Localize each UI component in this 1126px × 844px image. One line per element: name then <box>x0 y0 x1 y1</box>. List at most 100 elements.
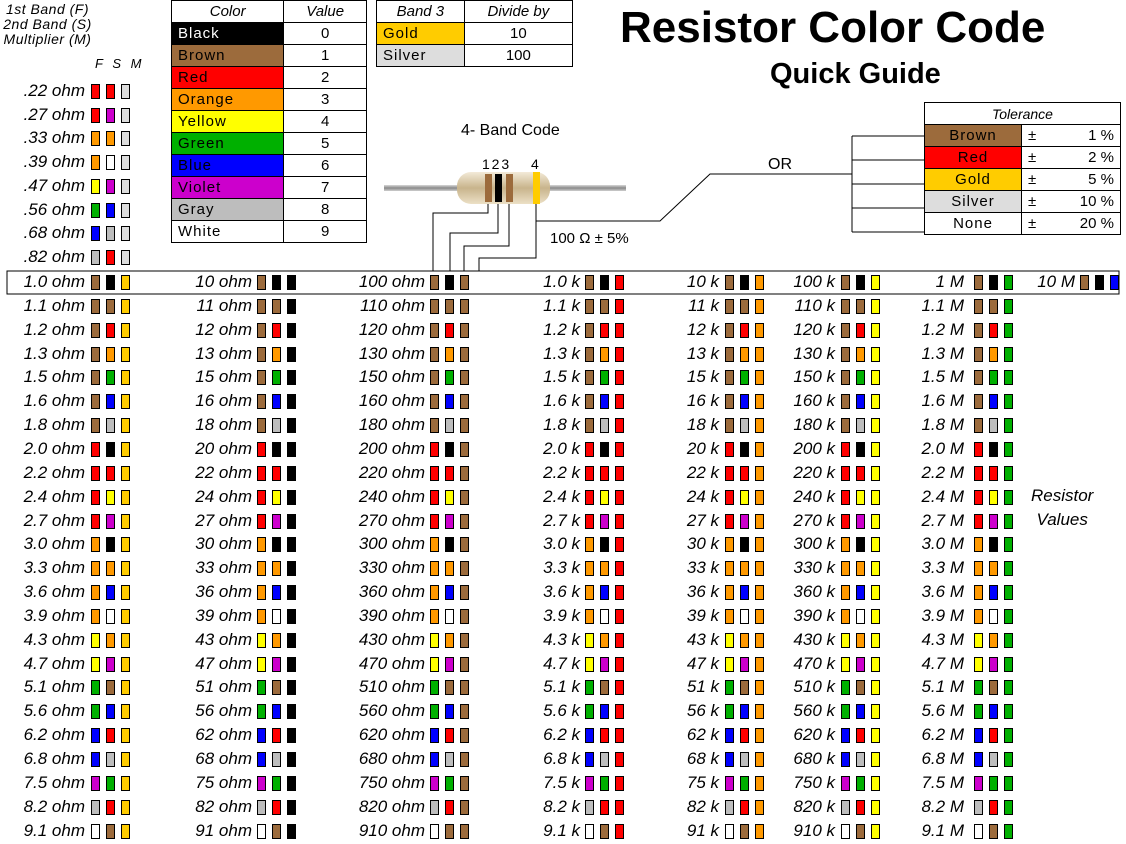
color-band-swatch <box>106 680 115 695</box>
tolerance-row-none: None ±20 % <box>924 212 1121 235</box>
value-label: 9.1 M <box>921 821 964 840</box>
value-label: 1.8 ohm <box>23 415 85 434</box>
color-header: Color <box>170 0 285 23</box>
color-band-swatch <box>287 490 296 505</box>
color-band-swatch <box>989 561 998 576</box>
color-band-swatch <box>989 585 998 600</box>
color-band-swatch <box>725 680 734 695</box>
color-band-swatch <box>856 418 865 433</box>
color-band-swatch <box>974 752 983 767</box>
value-label: 6.8 ohm <box>23 749 85 768</box>
value-label: 330 k <box>793 558 835 577</box>
value-label: 3.0 k <box>543 534 580 553</box>
color-band-swatch <box>121 657 130 672</box>
value-label: 820 k <box>793 797 835 816</box>
color-band-swatch <box>974 728 983 743</box>
color-band-swatch <box>585 680 594 695</box>
value-label: .39 ohm <box>23 152 85 172</box>
color-band-swatch <box>871 537 880 552</box>
color-band-swatch <box>740 752 749 767</box>
color-band-swatch <box>272 442 281 457</box>
color-band-swatch <box>91 394 100 409</box>
value-label: 20 ohm <box>195 439 252 458</box>
color-band-swatch <box>1004 275 1013 290</box>
color-band-swatch <box>740 680 749 695</box>
color-band-swatch <box>287 347 296 362</box>
color-band-swatch <box>91 728 100 743</box>
value-label: 82 k <box>686 797 719 816</box>
color-band-swatch <box>856 394 865 409</box>
color-band-swatch <box>615 514 624 529</box>
color-band-swatch <box>272 752 281 767</box>
color-band-swatch <box>272 394 281 409</box>
color-band-swatch <box>287 633 296 648</box>
color-band-swatch <box>871 323 880 338</box>
color-band-swatch <box>989 466 998 481</box>
color-band-swatch <box>600 704 609 719</box>
color-band-swatch <box>460 347 469 362</box>
color-band-swatch <box>600 394 609 409</box>
color-band-swatch <box>272 680 281 695</box>
color-name-cell: Orange <box>170 88 285 111</box>
value-label: 15 k <box>686 367 719 386</box>
color-band-swatch <box>272 299 281 314</box>
color-band-swatch <box>287 514 296 529</box>
value-label: 4.7 k <box>543 654 580 673</box>
color-band-swatch <box>106 752 115 767</box>
value-label: 110 ohm <box>360 296 425 315</box>
color-band-swatch <box>445 824 454 839</box>
value-label: 2.0 k <box>543 439 580 458</box>
tolerance-header: Tolerance <box>924 102 1121 125</box>
value-label: 200 ohm <box>358 439 425 458</box>
color-band-swatch <box>856 776 865 791</box>
color-band-swatch <box>856 824 865 839</box>
color-band-swatch <box>856 633 865 648</box>
value-label: 430 k <box>793 630 835 649</box>
value-label: 47 ohm <box>195 654 252 673</box>
value-label: 91 k <box>686 821 719 840</box>
color-band-swatch <box>755 490 764 505</box>
color-band-swatch <box>841 490 850 505</box>
color-band-swatch <box>91 776 100 791</box>
value-label: 220 k <box>793 463 835 482</box>
color-band-swatch <box>1004 514 1013 529</box>
color-band-swatch <box>445 323 454 338</box>
value-label: 5.6 k <box>543 701 580 720</box>
color-band-swatch <box>445 370 454 385</box>
color-band-swatch <box>725 490 734 505</box>
color-band-swatch <box>106 394 115 409</box>
side-label-line1: Resistor <box>1031 486 1094 505</box>
value-label: 620 ohm <box>358 725 425 744</box>
color-band-swatch <box>615 561 624 576</box>
color-band-swatch <box>755 394 764 409</box>
color-band-swatch <box>91 323 100 338</box>
color-band-swatch <box>430 275 439 290</box>
value-label: .47 ohm <box>23 175 85 195</box>
color-band-swatch <box>600 537 609 552</box>
color-band-swatch <box>974 561 983 576</box>
value-label: 160 k <box>793 391 835 410</box>
value-label: .82 ohm <box>23 246 85 266</box>
value-label: 24 k <box>686 487 719 506</box>
color-band-swatch <box>740 704 749 719</box>
color-band-swatch <box>856 704 865 719</box>
color-band-swatch <box>740 776 749 791</box>
color-band-swatch <box>106 800 115 815</box>
color-band-swatch <box>91 370 100 385</box>
color-band-swatch <box>106 249 115 265</box>
value-label: 240 ohm <box>358 487 425 506</box>
tolerance-table: Tolerance Brown ±1 % Red ±2 % Gold ±5 % Silver… <box>924 102 1121 235</box>
value-label: 3.6 M <box>921 582 964 601</box>
color-band-swatch <box>841 752 850 767</box>
color-band-swatch <box>841 514 850 529</box>
color-band-swatch <box>856 657 865 672</box>
color-band-swatch <box>287 585 296 600</box>
value-label: 3.0 ohm <box>23 534 85 553</box>
color-band-swatch <box>725 561 734 576</box>
color-band-swatch <box>287 776 296 791</box>
value-label: 510 ohm <box>358 677 425 696</box>
tolerance-value-cell: 10 % <box>1048 190 1121 213</box>
value-label: 47 k <box>686 654 719 673</box>
color-band-swatch <box>106 633 115 648</box>
color-band-swatch <box>974 347 983 362</box>
